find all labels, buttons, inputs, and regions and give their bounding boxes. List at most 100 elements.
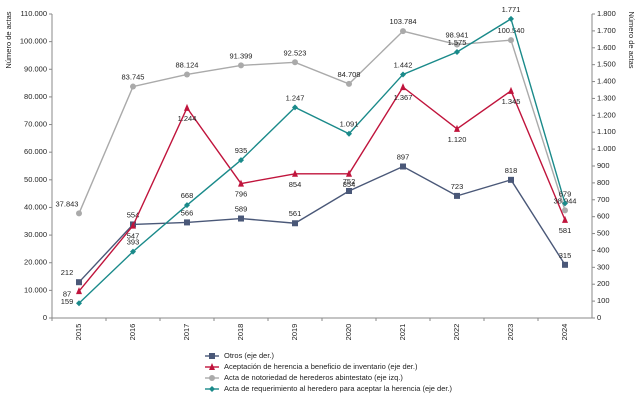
data-point bbox=[130, 221, 136, 229]
data-label: 1.247 bbox=[286, 93, 305, 102]
data-point bbox=[292, 104, 298, 111]
data-point bbox=[400, 71, 406, 78]
x-tick-label: 2020 bbox=[344, 324, 353, 341]
legend-marker bbox=[209, 353, 215, 359]
data-point bbox=[76, 300, 82, 307]
data-point bbox=[508, 176, 514, 183]
data-point bbox=[130, 83, 136, 90]
data-label: 393 bbox=[127, 238, 140, 247]
data-point bbox=[454, 192, 460, 199]
y-tick-label: 60.000 bbox=[24, 147, 47, 156]
data-point bbox=[184, 103, 190, 111]
legend-marker bbox=[209, 375, 215, 381]
data-point bbox=[76, 279, 82, 286]
data-point bbox=[508, 15, 514, 22]
y2-tick-label: 900 bbox=[597, 161, 610, 170]
data-point bbox=[454, 124, 460, 132]
data-point bbox=[184, 202, 190, 209]
y-axis-title: Número de actas bbox=[4, 11, 13, 68]
data-label: 1.345 bbox=[502, 97, 521, 106]
data-label: 581 bbox=[559, 226, 572, 235]
data-label: 1.091 bbox=[340, 120, 359, 129]
data-point bbox=[130, 248, 136, 255]
data-label: 98.941 bbox=[446, 31, 469, 40]
x-tick-label: 2022 bbox=[452, 324, 461, 341]
data-label: 91.399 bbox=[230, 51, 253, 60]
y2-tick-label: 1.200 bbox=[597, 110, 616, 119]
data-label: 1.771 bbox=[502, 5, 521, 14]
data-label: 212 bbox=[61, 268, 74, 277]
data-label: 1.244 bbox=[178, 114, 197, 123]
data-point bbox=[76, 210, 82, 217]
y-tick-label: 40.000 bbox=[24, 202, 47, 211]
data-point bbox=[76, 287, 82, 295]
legend-marker bbox=[209, 363, 215, 370]
y2-tick-label: 1.500 bbox=[597, 60, 616, 69]
data-point bbox=[400, 83, 406, 91]
data-label: 668 bbox=[181, 191, 194, 200]
y2-tick-label: 1.700 bbox=[597, 26, 616, 35]
data-label: 818 bbox=[505, 166, 518, 175]
y2-tick-label: 500 bbox=[597, 229, 610, 238]
legend-label: Acta de notoriedad de herederos abintest… bbox=[224, 373, 403, 382]
data-label: 679 bbox=[559, 189, 572, 198]
data-point bbox=[292, 169, 298, 177]
data-point bbox=[346, 80, 352, 87]
y-tick-label: 80.000 bbox=[24, 92, 47, 101]
y2-tick-label: 600 bbox=[597, 212, 610, 221]
data-label: 88.124 bbox=[176, 60, 199, 69]
x-tick-label: 2015 bbox=[74, 324, 83, 341]
y-tick-label: 30.000 bbox=[24, 230, 47, 239]
x-tick-label: 2021 bbox=[398, 324, 407, 341]
data-point bbox=[238, 62, 244, 69]
data-point bbox=[400, 163, 406, 170]
data-point bbox=[454, 49, 460, 55]
data-label: 103.784 bbox=[389, 17, 416, 26]
data-label: 561 bbox=[289, 209, 302, 218]
data-label: 83.745 bbox=[122, 73, 145, 82]
data-point bbox=[562, 207, 568, 214]
data-label: 554 bbox=[127, 210, 140, 219]
data-point bbox=[346, 187, 352, 194]
y-tick-label: 100.000 bbox=[20, 37, 47, 46]
y2-tick-label: 1.300 bbox=[597, 93, 616, 102]
series-line bbox=[78, 17, 566, 304]
series-line bbox=[78, 30, 566, 214]
data-label: 37.843 bbox=[56, 199, 79, 208]
legend-label: Acta de requerimiento al heredero para a… bbox=[224, 384, 453, 393]
data-label: 935 bbox=[235, 146, 248, 155]
data-point bbox=[184, 71, 190, 78]
data-point bbox=[400, 28, 406, 35]
data-point bbox=[184, 219, 190, 226]
series-line bbox=[78, 86, 566, 292]
data-label: 547 bbox=[127, 232, 140, 241]
data-label: 752 bbox=[343, 177, 356, 186]
data-label: 1.575 bbox=[448, 38, 467, 47]
data-point bbox=[238, 215, 244, 222]
data-point bbox=[454, 41, 460, 48]
y2-tick-label: 1.600 bbox=[597, 43, 616, 52]
y2-tick-label: 400 bbox=[597, 245, 610, 254]
y2-axis-title: Número de actas bbox=[627, 11, 636, 68]
y2-tick-label: 200 bbox=[597, 279, 610, 288]
data-label: 897 bbox=[397, 152, 410, 161]
data-point bbox=[346, 169, 352, 177]
data-label: 100.540 bbox=[497, 26, 524, 35]
y-tick-label: 110.000 bbox=[20, 9, 47, 18]
x-tick-label: 2018 bbox=[236, 324, 245, 341]
y2-tick-label: 100 bbox=[597, 296, 610, 305]
data-label: 854 bbox=[289, 180, 302, 189]
y-tick-label: 10.000 bbox=[24, 285, 47, 294]
y-tick-label: 0 bbox=[43, 313, 47, 322]
series-line bbox=[78, 165, 566, 283]
y-tick-label: 50.000 bbox=[24, 175, 47, 184]
x-tick-label: 2019 bbox=[290, 324, 299, 341]
data-point bbox=[562, 200, 568, 207]
y2-tick-label: 300 bbox=[597, 262, 610, 271]
data-point bbox=[346, 130, 352, 137]
data-label: 1.367 bbox=[394, 93, 413, 102]
x-tick-label: 2016 bbox=[128, 324, 137, 341]
data-point bbox=[292, 220, 298, 227]
data-label: 1.120 bbox=[448, 135, 467, 144]
